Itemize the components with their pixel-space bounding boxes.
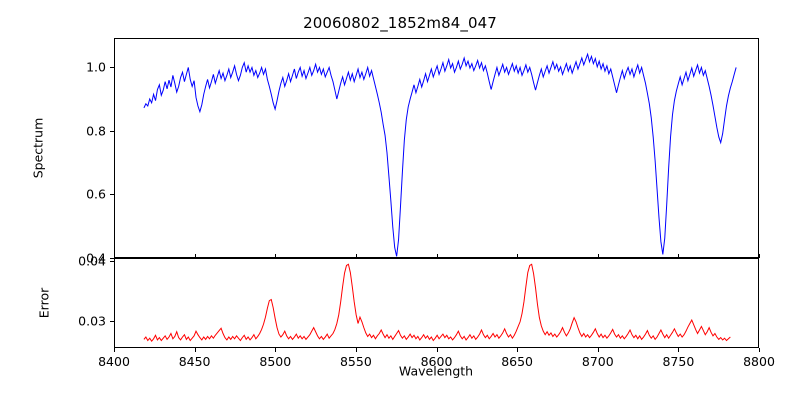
spectrum-ytick-mark [110,194,114,196]
spectrum-xtick-mark [355,254,357,258]
error-ytick-mark [110,261,114,263]
spectrum-y-axis-label: Spectrum [30,117,46,179]
error-xtick-mark [517,348,519,352]
figure-title: 20060802_1852m84_047 [303,14,497,32]
error-xtick-mark [436,348,438,352]
spectrum-ytick-mark [110,130,114,132]
spectrum-ytick-label: 0.4 [86,250,106,266]
error-y-axis-label: Error [36,287,52,319]
spectrum-ytick-label: 0.6 [86,186,106,202]
spectrum-xtick-mark [275,254,277,258]
x-tick-label: 8500 [259,354,292,369]
error-ytick-mark [110,321,114,323]
x-tick-label: 8650 [501,354,533,369]
spectrum-ytick-label: 1.0 [86,59,106,75]
error-xtick-mark [194,348,196,352]
error-xtick-mark [275,348,277,352]
spectrum-xtick-mark [436,254,438,258]
x-tick-label: 8800 [743,354,775,369]
spectrum-line [144,54,736,256]
spectrum-xtick-mark [678,254,680,258]
x-tick-label: 8450 [178,354,211,369]
error-plot-area [115,259,758,347]
spectrum-xtick-mark [194,254,196,258]
spectrum-xtick-mark [597,254,599,258]
spectrum-ytick-mark [110,258,114,260]
error-xtick-mark [678,348,680,352]
error-xtick-mark [759,348,761,352]
spectrum-ytick-mark [110,66,114,68]
error-ytick-label: 0.03 [78,313,106,329]
spectrum-ytick-label: 0.8 [86,123,106,138]
x-tick-label: 8750 [662,354,695,369]
spectrum-xtick-mark [114,254,116,258]
error-xtick-mark [114,348,116,352]
error-axes [114,258,759,348]
spectrum-axes [114,38,759,258]
error-xtick-mark [597,348,599,352]
error-ytick-label: 0.04 [78,253,106,269]
error-xtick-mark [355,348,357,352]
x-axis-label: Wavelength [398,363,474,379]
x-tick-label: 8550 [339,354,372,369]
x-tick-label: 8400 [98,354,130,369]
x-tick-label: 8700 [581,354,614,369]
spectrum-xtick-mark [759,254,761,258]
spectrum-xtick-mark [517,254,519,258]
error-line [144,264,730,341]
x-tick-label: 8600 [420,354,453,369]
spectrum-plot-area [115,39,758,257]
